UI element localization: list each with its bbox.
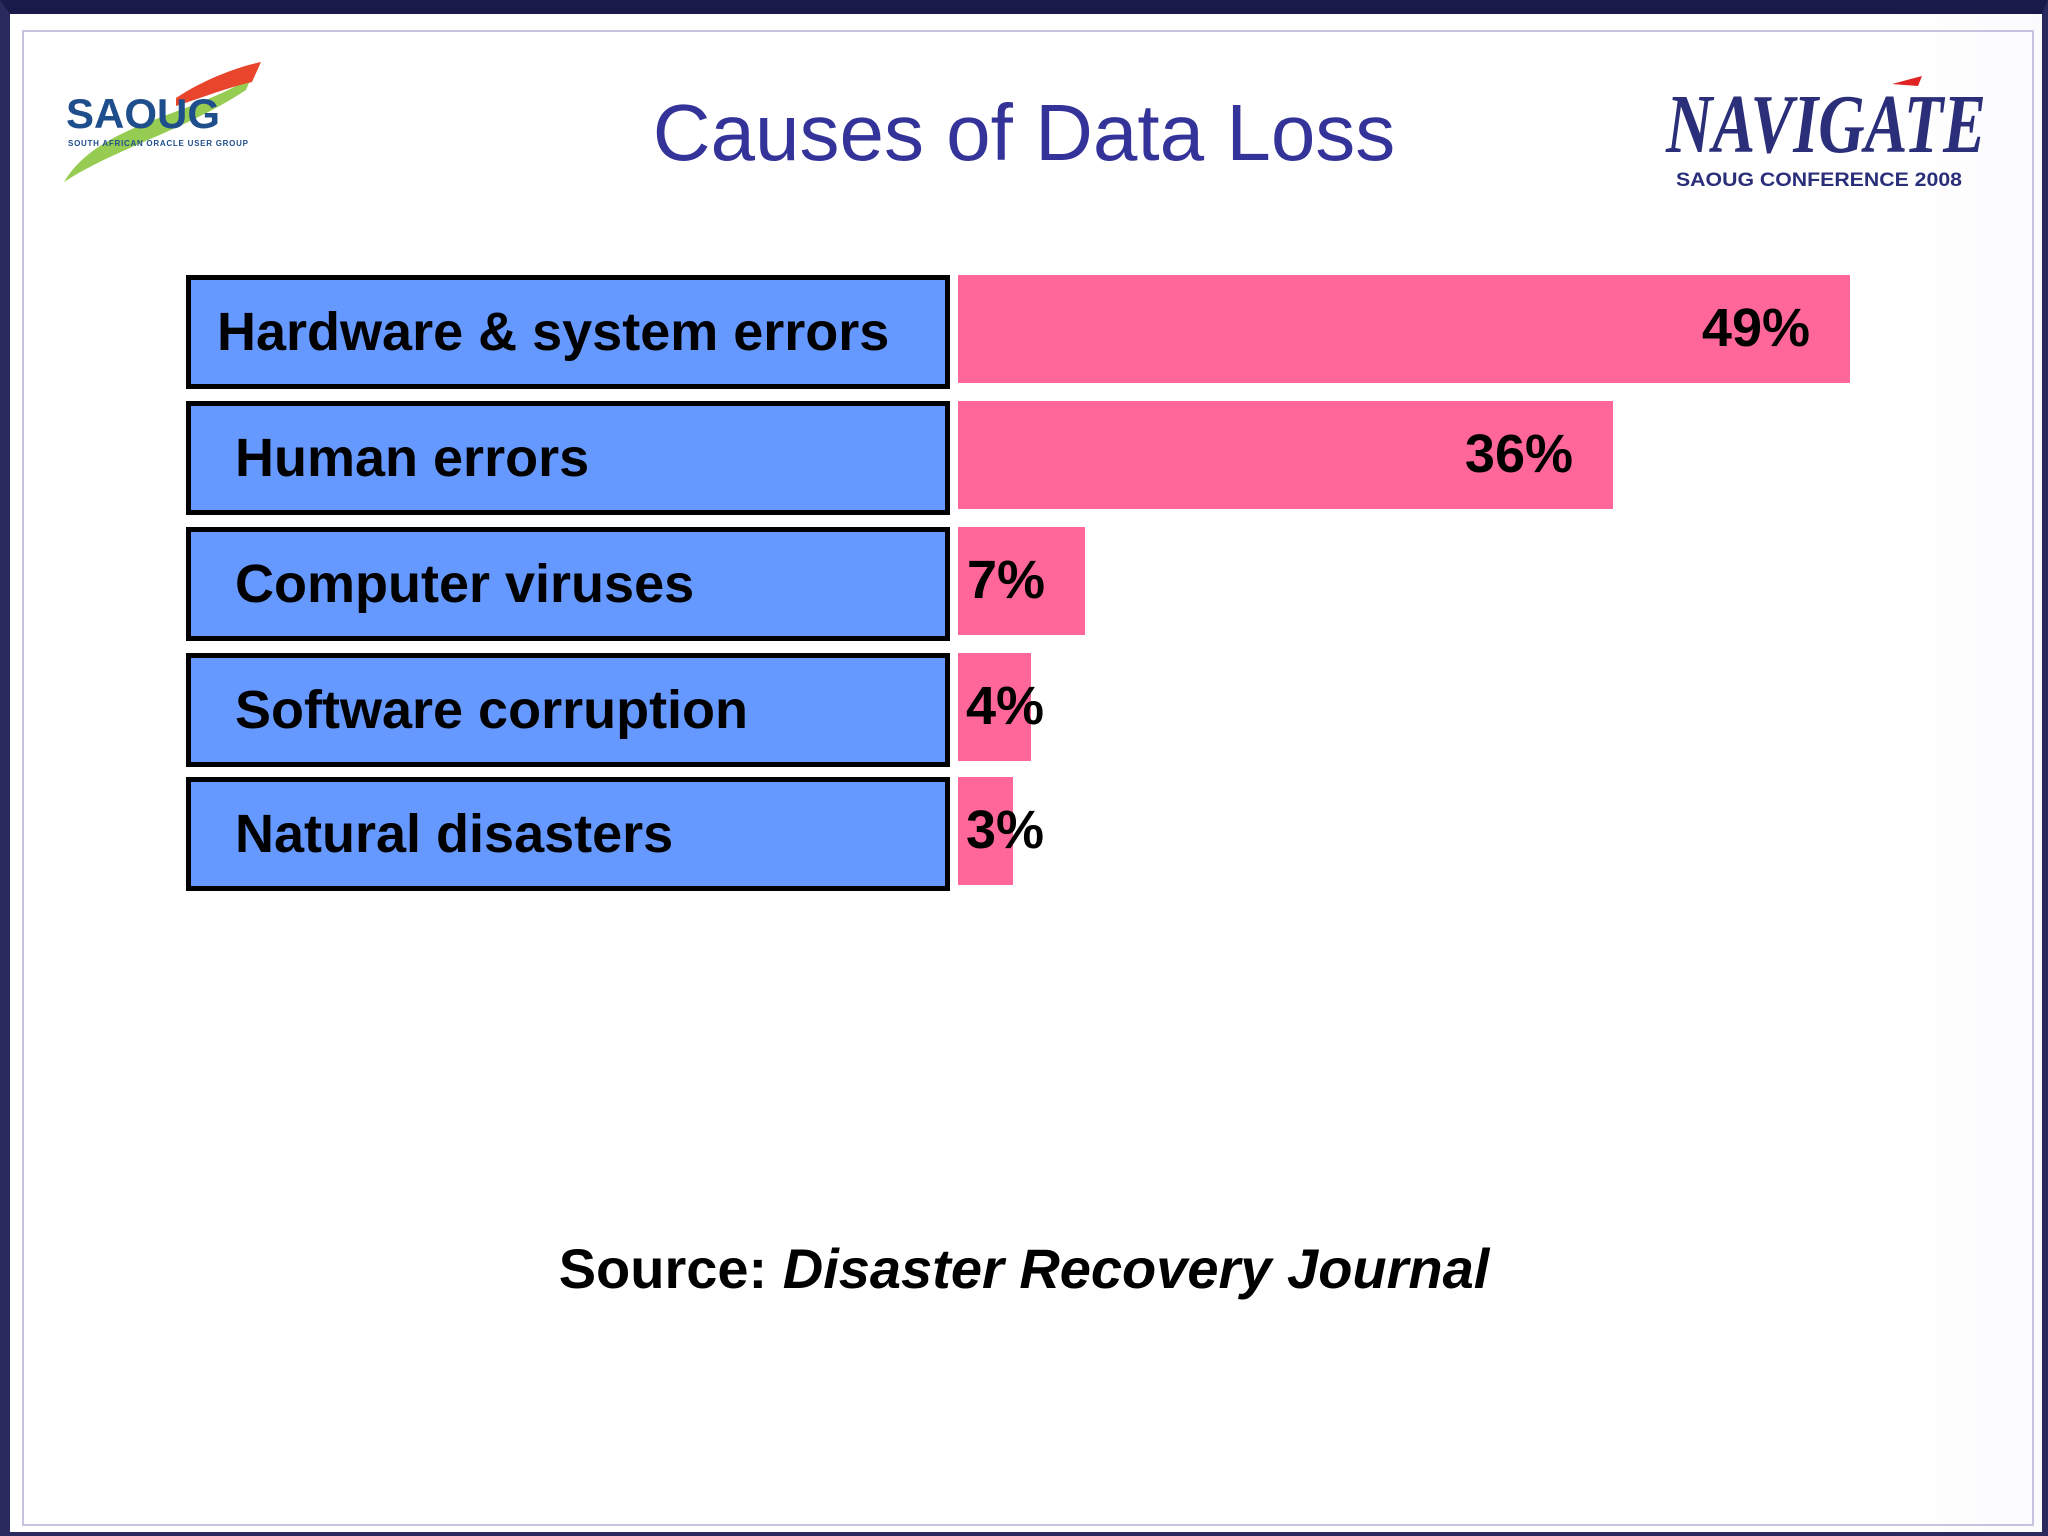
- bar-value-label: 49%: [1701, 298, 1810, 358]
- category-label: Hardware & system errors: [186, 275, 950, 389]
- saoug-logo-subtext: SOUTH AFRICAN ORACLE USER GROUP: [68, 139, 249, 148]
- saoug-logo: SAOUG SOUTH AFRICAN ORACLE USER GROUP: [64, 62, 261, 182]
- source-journal: Disaster Recovery Journal: [782, 1237, 1490, 1300]
- category-label: Computer viruses: [186, 527, 950, 641]
- bar: [958, 653, 1031, 761]
- bar: [958, 527, 1085, 635]
- category-label: Natural disasters: [186, 777, 950, 891]
- page-title: Causes of Data Loss: [652, 88, 1396, 177]
- bar: [958, 777, 1013, 885]
- navigate-logo-text: NAVIGATE: [1665, 78, 1986, 171]
- category-label: Human errors: [186, 401, 950, 515]
- bar-value-label: 36%: [1464, 424, 1573, 484]
- source-note: Source: Disaster Recovery Journal: [0, 1236, 2048, 1301]
- saoug-logo-text: SAOUG: [66, 90, 220, 137]
- source-prefix: Source:: [558, 1237, 768, 1300]
- bar-value-label: 7%: [966, 550, 1045, 610]
- category-label: Software corruption: [186, 653, 950, 767]
- bar: [958, 401, 1613, 509]
- bar: [958, 275, 1850, 383]
- navigate-logo: NAVIGATE SAOUG CONFERENCE 2008: [1665, 76, 1986, 191]
- bar-value-label: 4%: [966, 676, 1045, 736]
- bar-value-label: 3%: [966, 800, 1045, 860]
- navigate-logo-subtext: SAOUG CONFERENCE 2008: [1676, 170, 1962, 191]
